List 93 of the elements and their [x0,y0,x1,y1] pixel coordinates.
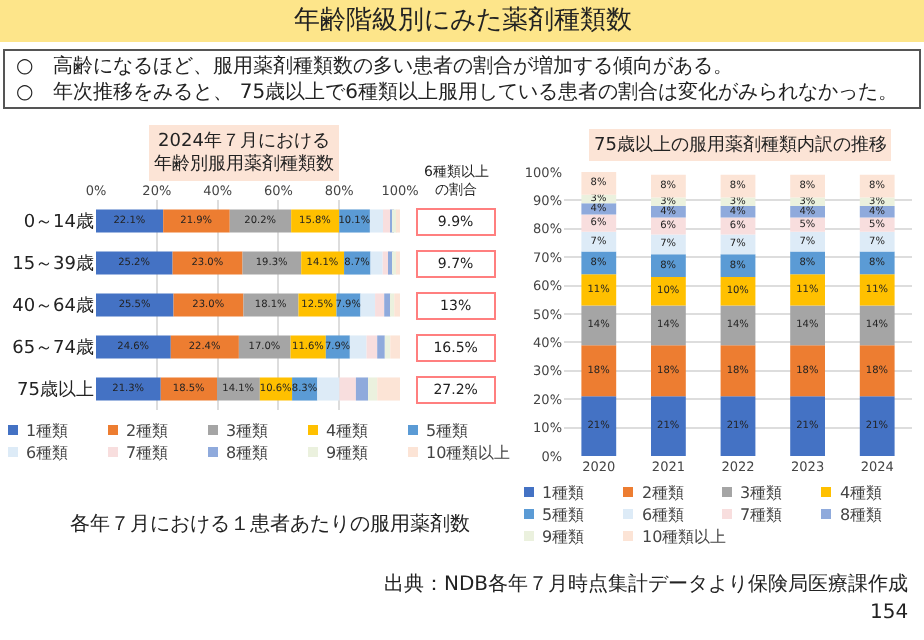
bar [859,345,895,397]
bar [229,209,292,233]
bar [651,305,686,346]
legend-label: 10種類以上 [642,528,727,546]
bar [170,335,239,359]
y-tick-label: 65～74歳 [12,337,94,360]
legend-label: 2種類 [642,484,685,502]
text: ○ 高齢になるほど、服用薬剤種類数の多い患者の割合が増加する傾向がある。 ○ 年次推移をみると、 75歳以上で6種類以上服用している患者の割合は変化がみられなかった。 [16,54,898,104]
bar [242,251,302,275]
bar [720,396,756,456]
bar [243,293,299,317]
bar [349,335,367,359]
bar [96,377,161,401]
bar [355,377,369,401]
bar [173,293,244,317]
bar [390,335,400,359]
bar [96,335,171,359]
bar [581,396,617,456]
y-tick-label: 40～64歳 [12,295,94,318]
bar [96,251,173,275]
bar [163,209,230,233]
legend-label: 3種類 [740,484,783,502]
text: 154 [870,602,909,624]
bar [368,377,378,401]
bar [651,396,686,456]
bar [790,231,825,252]
legend-label: 8種類 [840,506,883,524]
legend-label: 1種類 [542,484,585,502]
bar [384,293,391,317]
bar [96,209,164,233]
bar [720,305,756,346]
bar [790,305,825,346]
legend-label: 5種類 [542,506,585,524]
text: 各年７月における１患者あたりの服用薬剤数 [70,512,470,536]
chart-title: 75歳以上の服用薬剤種類内訳の推移 [594,134,887,156]
bar [377,335,385,359]
bar [382,209,391,233]
bar [859,174,895,198]
legend-label: 9種類 [326,444,369,462]
bar [790,345,825,397]
bar [790,174,825,198]
legend-label: 2種類 [126,422,169,440]
bar [859,305,895,346]
bar [384,335,391,359]
bar [370,251,383,275]
bar [790,396,825,456]
bar [377,377,400,401]
bar [859,396,895,456]
legend-label: 1種類 [26,422,69,440]
bar [790,274,825,306]
legend-label: 6種類 [642,506,685,524]
bar [291,209,340,233]
legend-label: 4種類 [326,422,369,440]
bar [394,293,400,317]
bar [651,174,686,198]
bar [859,231,895,252]
y-tick-label: 75歳以上 [17,379,94,402]
y-tick-label: 15～39歳 [12,253,94,276]
bar [96,293,174,317]
legend-label: 8種類 [226,444,269,462]
bar [720,345,756,397]
legend-label: 7種類 [740,506,783,524]
chart-title: 2024年７月における年齢別服用薬剤種類数 [154,130,334,176]
legend-label: 5種類 [426,422,469,440]
bar [581,231,617,252]
bar [217,377,260,401]
source-note: 出典：NDB各年７月時点集計データより保険局医療課作成 [384,572,909,596]
bar [238,335,291,359]
bar [339,377,356,401]
bar [581,274,617,306]
bar [581,305,617,346]
bar [375,293,385,317]
y-tick-label: 0～14歳 [23,211,94,234]
bar [366,335,378,359]
legend-label: 9種類 [542,528,585,546]
bar [301,251,345,275]
bar [360,293,376,317]
bar [317,377,340,401]
bar [581,172,617,195]
bar [651,254,686,278]
text: 年齢階級別にみた薬剤種類数 [294,6,632,36]
bar [859,274,895,306]
bar [651,345,686,397]
bar [369,209,383,233]
bar [172,251,243,275]
legend-label: 6種類 [26,444,69,462]
legend-label: 7種類 [126,444,169,462]
bar [581,345,617,397]
bar [160,377,217,401]
legend-label: 3種類 [226,422,269,440]
legend-label: 10種類以上 [426,444,511,462]
legend-label: 4種類 [840,484,883,502]
bar [651,234,686,255]
